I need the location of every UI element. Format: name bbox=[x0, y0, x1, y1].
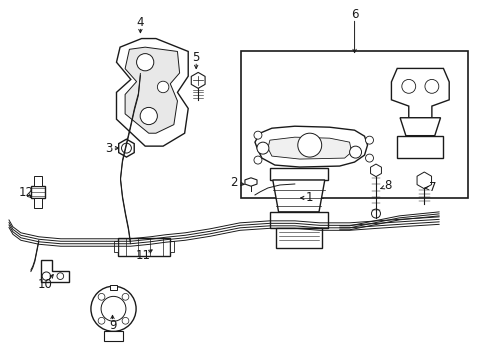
Text: 2: 2 bbox=[230, 176, 237, 189]
Bar bbox=[104, 332, 122, 341]
Text: 10: 10 bbox=[37, 278, 52, 291]
Polygon shape bbox=[370, 164, 381, 177]
Circle shape bbox=[101, 296, 126, 321]
Text: 9: 9 bbox=[108, 319, 116, 332]
Bar bbox=[114, 241, 118, 252]
Circle shape bbox=[253, 131, 262, 139]
Circle shape bbox=[122, 143, 131, 153]
Polygon shape bbox=[116, 39, 188, 146]
Bar bbox=[396, 136, 443, 158]
Circle shape bbox=[157, 81, 168, 93]
Polygon shape bbox=[191, 72, 204, 88]
Polygon shape bbox=[244, 178, 257, 186]
Text: 1: 1 bbox=[305, 192, 313, 204]
Text: 8: 8 bbox=[383, 180, 390, 193]
Polygon shape bbox=[41, 260, 68, 282]
Circle shape bbox=[365, 136, 373, 144]
Circle shape bbox=[253, 156, 262, 164]
Bar bbox=[34, 176, 42, 185]
Polygon shape bbox=[416, 172, 431, 189]
Text: 5: 5 bbox=[192, 51, 200, 64]
Polygon shape bbox=[267, 137, 351, 159]
Circle shape bbox=[140, 107, 157, 125]
Circle shape bbox=[256, 142, 268, 154]
Circle shape bbox=[349, 146, 361, 158]
Bar bbox=[269, 168, 327, 180]
Circle shape bbox=[57, 273, 63, 279]
Bar bbox=[275, 228, 321, 248]
Circle shape bbox=[122, 293, 129, 300]
Text: 7: 7 bbox=[427, 181, 435, 194]
Polygon shape bbox=[399, 118, 440, 136]
Polygon shape bbox=[119, 139, 134, 157]
Circle shape bbox=[98, 318, 105, 324]
Bar bbox=[170, 241, 174, 252]
Text: 3: 3 bbox=[104, 141, 112, 155]
Circle shape bbox=[297, 133, 321, 157]
Bar bbox=[31, 185, 45, 198]
Bar bbox=[110, 285, 117, 290]
Text: 6: 6 bbox=[350, 8, 358, 21]
Circle shape bbox=[424, 80, 438, 93]
Bar bbox=[118, 238, 170, 256]
Circle shape bbox=[122, 318, 129, 324]
Text: 12: 12 bbox=[19, 186, 33, 199]
Text: 11: 11 bbox=[136, 249, 151, 262]
Circle shape bbox=[91, 286, 136, 332]
Circle shape bbox=[136, 54, 154, 71]
Text: 4: 4 bbox=[136, 16, 144, 29]
Circle shape bbox=[371, 209, 380, 218]
Bar bbox=[241, 50, 467, 198]
Polygon shape bbox=[390, 68, 448, 118]
Bar bbox=[269, 212, 327, 228]
Polygon shape bbox=[254, 126, 367, 167]
Circle shape bbox=[42, 272, 50, 280]
Circle shape bbox=[98, 293, 105, 300]
Circle shape bbox=[365, 154, 373, 162]
Polygon shape bbox=[272, 180, 324, 212]
Bar bbox=[34, 198, 42, 208]
Polygon shape bbox=[125, 47, 179, 133]
Circle shape bbox=[401, 80, 415, 93]
